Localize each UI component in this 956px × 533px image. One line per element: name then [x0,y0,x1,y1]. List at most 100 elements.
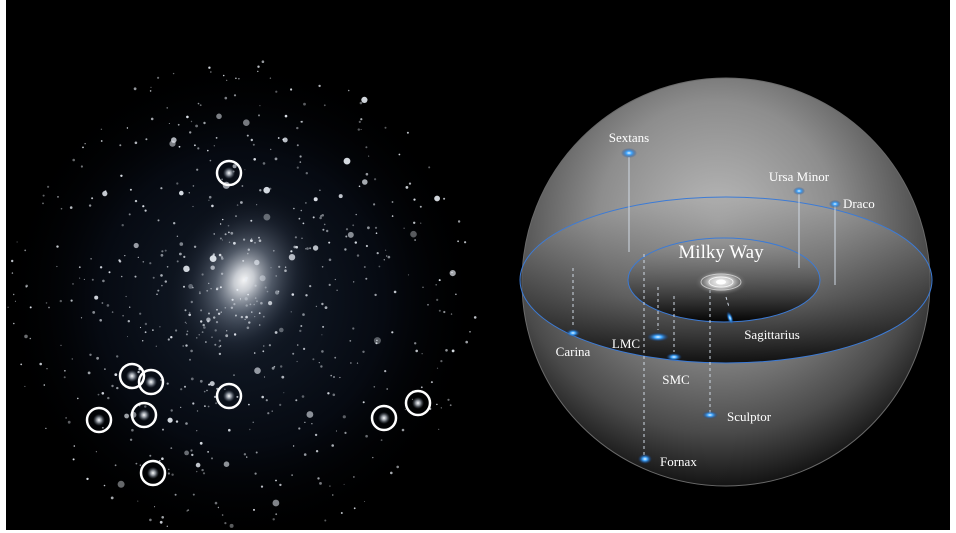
subhalo-particle [99,319,102,322]
subhalo-particle [104,190,107,193]
subhalo-particle [160,187,163,190]
subhalo-particle [253,352,256,354]
subhalo-particle [245,315,248,319]
sextans-marker [621,148,637,158]
lmc-marker [647,332,669,342]
subhalo-particle [344,248,347,251]
subhalo-particle [13,322,15,325]
subhalo-particle [122,314,124,317]
subhalo-particle [284,114,288,118]
subhalo-particle [303,102,306,106]
ursa-minor-marker [793,187,805,195]
subhalo-particle [71,358,74,360]
subhalo-particle [296,344,299,346]
subhalo-particle [321,266,324,268]
subhalo-particle [150,86,152,88]
subhalo-particle [303,347,306,350]
subhalo-particle [59,299,62,303]
subhalo-particle [203,390,206,393]
subhalo-particle [128,213,131,216]
subhalo-particle [334,356,337,359]
subhalo-particle [133,87,137,91]
subhalo-particle [284,266,287,268]
subhalo-particle [108,271,111,274]
subhalo-particle [251,237,253,240]
subhalo-particle [224,388,226,390]
subhalo-particle [228,231,230,234]
subhalo-particle [216,113,222,120]
subhalo-particle [39,362,42,366]
subhalo-particle [86,477,89,481]
subhalo-particle [280,365,283,368]
subhalo-particle [279,483,282,487]
subhalo-particle [56,245,59,248]
subhalo-particle [194,144,196,147]
subhalo-particle [253,508,255,511]
subhalo-particle [127,320,130,323]
subhalo-particle [191,453,194,457]
subhalo-particle [187,509,190,511]
subhalo-particle [45,427,47,429]
subhalo-particle [149,262,152,265]
subhalo-particle [164,280,167,283]
subhalo-particle [473,316,477,319]
subhalo-particle [258,324,261,326]
sagittarius-label: Sagittarius [744,327,800,342]
subhalo-particle [214,343,217,346]
subhalo-particle [168,123,170,124]
subhalo-particle [427,303,429,306]
subhalo-particle [211,457,213,460]
subhalo-particle [221,514,224,516]
subhalo-particle [199,379,203,383]
subhalo-particle [192,185,195,187]
subhalo-particle [254,472,257,475]
subhalo-particle [196,410,199,412]
subhalo-particle [124,413,129,419]
subhalo-particle [178,145,181,148]
subhalo-particle [296,166,299,169]
subhalo-particle [226,79,228,81]
subhalo-particle [296,360,298,363]
subhalo-particle [186,330,189,333]
satellite-carina: Carina [556,329,591,359]
subhalo-particle [79,277,81,279]
fornax-label: Fornax [660,454,697,469]
subhalo-particle [102,191,108,197]
subhalo-particle [244,169,246,171]
satellite-fornax: Fornax [638,454,697,469]
subhalo-particle [228,428,231,432]
subhalo-particle [172,72,175,75]
subhalo-particle [469,331,471,333]
subhalo-particle [251,311,253,313]
subhalo-particle [293,207,295,210]
subhalo-particle [261,60,265,63]
subhalo-particle [170,447,173,449]
subhalo-particle [301,237,303,239]
subhalo-particle [318,362,320,364]
subhalo-particle [213,145,215,147]
subhalo-particle [362,179,368,185]
subhalo-particle [100,140,103,142]
subhalo-particle [333,376,335,378]
subhalo-particle [303,453,307,456]
subhalo-particle [24,385,26,387]
subhalo-particle [349,340,352,342]
subhalo-particle [213,316,216,319]
subhalo-particle [224,233,227,236]
subhalo-particle [232,164,237,169]
subhalo-particle [263,186,271,194]
subhalo-particle [254,259,260,266]
subhalo-particle [329,485,331,487]
subhalo-particle [11,272,14,274]
subhalo-particle [196,337,198,339]
subhalo-particle [239,298,241,300]
subhalo-particle [274,157,278,161]
subhalo-particle [436,367,439,369]
satellite-sextans: Sextans [609,130,649,158]
subhalo-particle [248,403,250,406]
subhalo-particle [391,201,394,203]
subhalo-particle [144,322,148,326]
subhalo-particle [196,168,199,171]
subhalo-particle [217,506,220,509]
subhalo-particle [127,336,128,338]
